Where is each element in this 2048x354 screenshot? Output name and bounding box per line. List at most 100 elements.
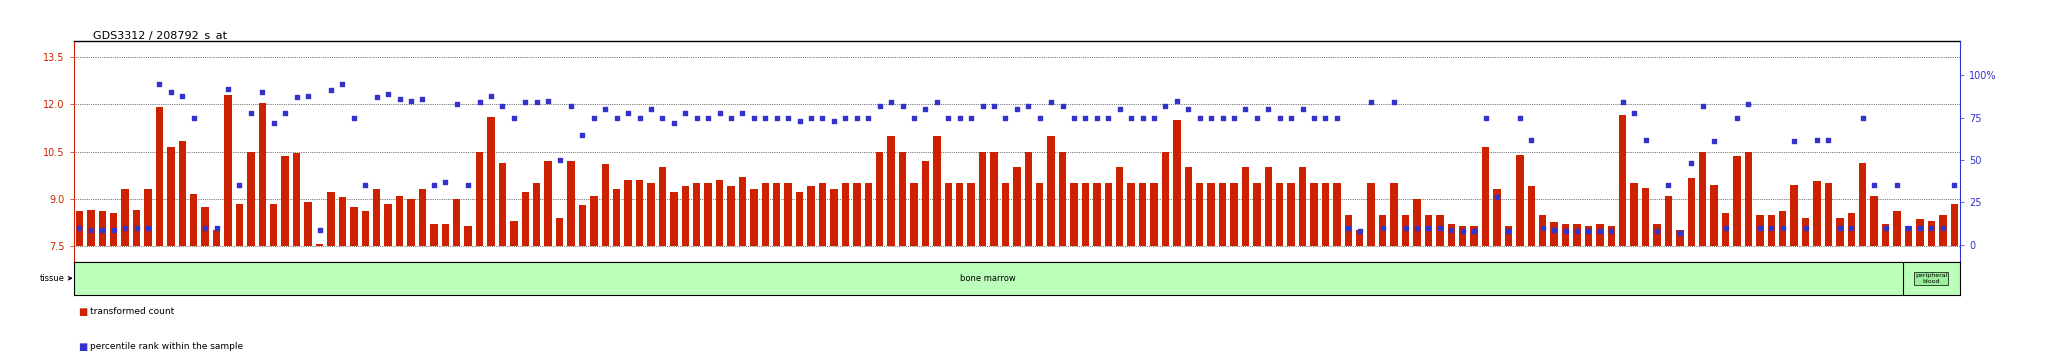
Bar (979, 152, 987, 246)
Point (1858, 183, 1890, 188)
Point (1538, 227, 1571, 233)
Bar (430, 224, 438, 246)
Text: tissue: tissue (39, 274, 63, 283)
Point (291, 93, 324, 98)
Point (508, 99, 541, 105)
Bar (201, 207, 209, 246)
Point (702, 110, 735, 115)
Point (1423, 225, 1456, 231)
Bar (1675, 230, 1683, 246)
Point (989, 115, 1022, 120)
Point (1468, 115, 1501, 120)
Bar (555, 218, 563, 246)
Point (1458, 228, 1491, 234)
Point (760, 115, 793, 120)
Point (1595, 228, 1628, 234)
Point (623, 115, 655, 120)
Point (1092, 115, 1124, 120)
Point (131, 225, 164, 231)
Bar (1001, 183, 1010, 246)
Text: GDS3312 / 208792_s_at: GDS3312 / 208792_s_at (92, 30, 227, 41)
Point (1618, 110, 1651, 115)
Bar (1458, 225, 1466, 246)
Point (373, 91, 406, 97)
Point (338, 115, 371, 120)
Point (954, 115, 987, 120)
Bar (1733, 156, 1741, 246)
Bar (1790, 185, 1798, 246)
Point (1686, 103, 1718, 109)
Point (977, 103, 1010, 109)
Point (360, 95, 393, 100)
Bar (281, 156, 289, 246)
Point (543, 157, 575, 163)
Point (223, 183, 256, 188)
Point (1765, 225, 1798, 231)
Point (1411, 225, 1444, 231)
Bar (1368, 183, 1374, 246)
Point (1880, 183, 1913, 188)
Point (600, 115, 633, 120)
Bar (1196, 183, 1204, 246)
Bar (1516, 155, 1524, 246)
Point (864, 103, 897, 109)
Point (178, 115, 211, 120)
Point (532, 98, 565, 103)
Bar (1745, 152, 1753, 246)
Point (520, 99, 553, 105)
Bar (408, 199, 414, 246)
Bar (190, 194, 197, 246)
Bar (225, 95, 231, 246)
Point (236, 110, 268, 115)
Point (1755, 225, 1788, 231)
Bar (1448, 224, 1454, 246)
Bar (842, 183, 850, 246)
Point (1790, 225, 1823, 231)
Bar (750, 189, 758, 246)
Bar (670, 193, 678, 246)
Point (1229, 106, 1262, 112)
Bar (1391, 183, 1399, 246)
Bar (522, 193, 528, 246)
Bar (1528, 186, 1534, 246)
Point (348, 183, 381, 188)
Point (1149, 103, 1182, 109)
Point (750, 115, 782, 120)
Bar (442, 224, 449, 246)
Bar (465, 225, 471, 246)
Bar (1116, 167, 1124, 246)
Point (680, 115, 713, 120)
Point (1663, 230, 1696, 236)
Point (98, 227, 131, 233)
Bar (762, 183, 770, 246)
Bar (1264, 167, 1272, 246)
Bar (373, 189, 381, 246)
Bar (475, 152, 483, 246)
Point (1733, 101, 1765, 107)
Bar (418, 189, 426, 246)
Bar (1917, 219, 1923, 246)
Bar (1837, 218, 1843, 246)
Bar (1231, 183, 1237, 246)
Point (612, 110, 645, 115)
Bar (1595, 224, 1604, 246)
Point (246, 89, 279, 95)
Bar (1620, 115, 1626, 246)
Bar (1550, 222, 1559, 246)
Point (1012, 103, 1044, 109)
Bar (1870, 196, 1878, 246)
Point (154, 89, 186, 95)
Bar (1311, 183, 1317, 246)
Bar (1219, 183, 1227, 246)
Bar (143, 189, 152, 246)
Point (1573, 228, 1606, 234)
Bar (1174, 120, 1180, 246)
Point (1286, 106, 1319, 112)
Bar (1780, 211, 1786, 246)
Point (715, 115, 748, 120)
Point (463, 99, 496, 105)
Bar (350, 207, 358, 246)
Point (1356, 99, 1389, 105)
Bar (1241, 167, 1249, 246)
Bar (602, 164, 608, 246)
